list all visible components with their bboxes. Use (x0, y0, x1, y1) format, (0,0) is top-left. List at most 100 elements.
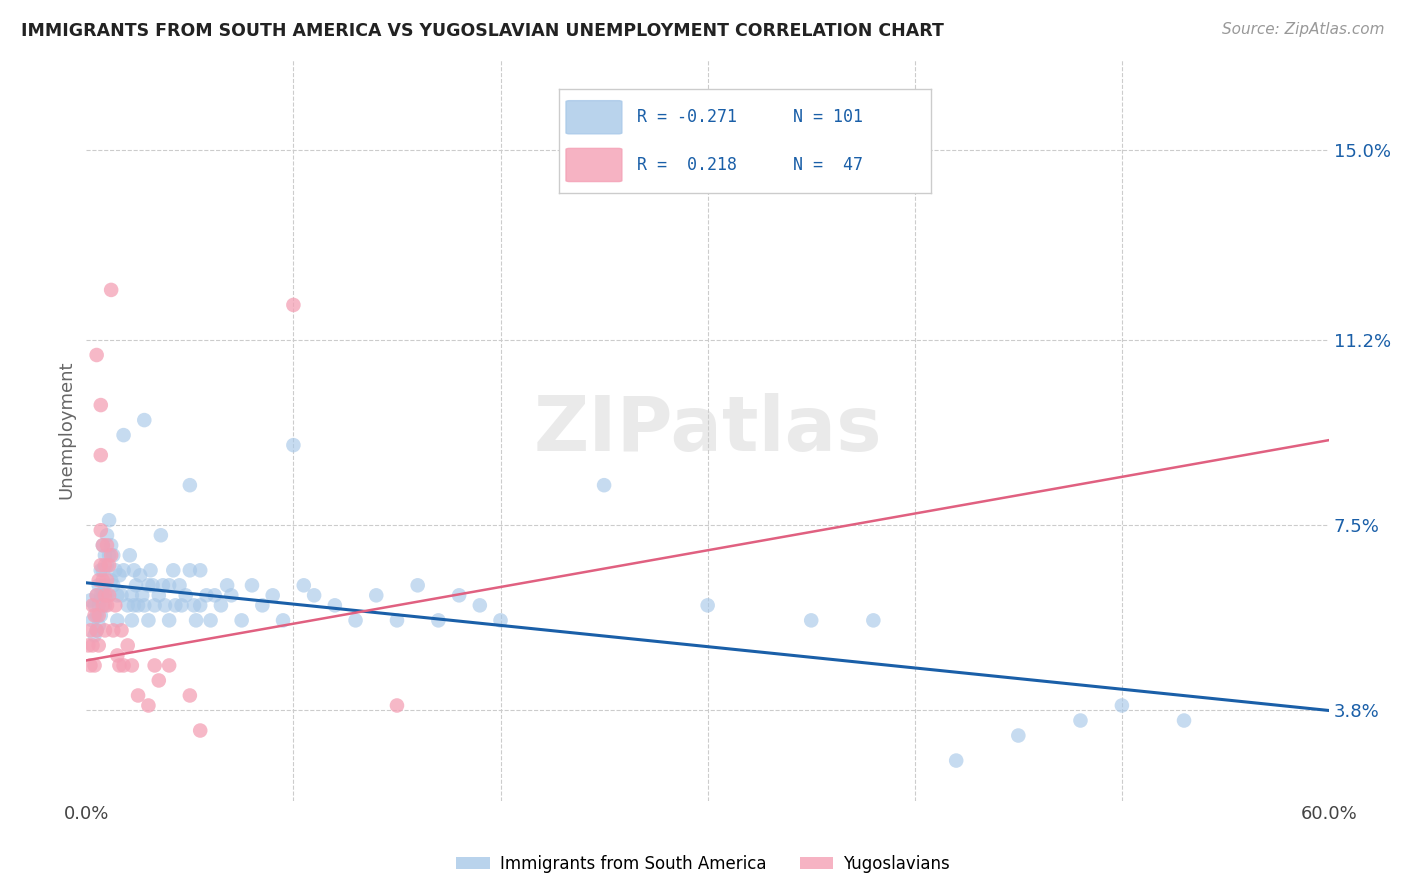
Point (252, 599, 274, 613)
Point (184, 613, 207, 627)
Point (90, 398, 112, 412)
Point (385, 698, 408, 713)
Point (169, 578, 191, 592)
Point (86, 588, 108, 602)
Point (96, 574, 118, 588)
Point (696, 599, 718, 613)
Point (127, 689, 149, 703)
Point (94, 588, 117, 602)
Text: IMMIGRANTS FROM SOUTH AMERICA VS YUGOSLAVIAN UNEMPLOYMENT CORRELATION CHART: IMMIGRANTS FROM SOUTH AMERICA VS YUGOSLA… (21, 22, 943, 40)
Point (366, 588, 388, 602)
Point (385, 613, 408, 627)
Point (91, 538, 114, 552)
Point (110, 624, 132, 638)
Point (449, 588, 471, 602)
Point (94, 549, 117, 563)
Point (94, 624, 117, 638)
Point (90, 563, 112, 577)
Point (143, 658, 166, 673)
Point (157, 613, 180, 627)
Point (283, 438, 305, 452)
Point (100, 538, 122, 552)
Point (148, 588, 170, 602)
Point (86, 624, 108, 638)
Point (90, 608, 112, 623)
Point (127, 599, 149, 613)
Point (90, 588, 112, 602)
Point (96, 588, 118, 602)
Point (179, 563, 201, 577)
Point (262, 588, 284, 602)
Point (800, 613, 823, 627)
Point (219, 588, 242, 602)
Point (94, 578, 117, 592)
Point (121, 588, 143, 602)
Point (138, 578, 160, 592)
Point (139, 563, 162, 577)
Point (108, 658, 131, 673)
Point (112, 563, 135, 577)
Point (96, 538, 118, 552)
Point (83, 658, 105, 673)
Point (200, 613, 222, 627)
Point (1111, 698, 1133, 713)
Point (96, 558, 118, 573)
Point (87, 578, 110, 592)
Point (240, 578, 263, 592)
Point (121, 658, 143, 673)
Point (271, 613, 294, 627)
Point (86, 348, 108, 362)
Y-axis label: Unemployment: Unemployment (58, 361, 75, 500)
Point (117, 639, 139, 653)
Point (83, 628, 105, 642)
Point (148, 673, 170, 688)
Point (165, 599, 187, 613)
Point (98, 513, 121, 527)
Point (90, 523, 112, 537)
Point (1173, 714, 1195, 728)
Point (945, 754, 967, 768)
Point (179, 689, 201, 703)
Point (82, 613, 104, 627)
Point (152, 578, 174, 592)
Point (87, 639, 110, 653)
Point (122, 599, 145, 613)
Point (138, 698, 160, 713)
Point (170, 599, 193, 613)
Point (103, 549, 125, 563)
Point (142, 578, 165, 592)
Point (86, 588, 108, 602)
Point (82, 639, 104, 653)
Point (79, 658, 101, 673)
Point (105, 613, 128, 627)
Text: ZIPatlas: ZIPatlas (533, 393, 882, 467)
Point (91, 599, 114, 613)
Point (1069, 714, 1091, 728)
Point (1007, 729, 1029, 743)
Legend: Immigrants from South America, Yugoslavians: Immigrants from South America, Yugoslavi… (450, 848, 956, 880)
Point (231, 613, 253, 627)
Point (91, 574, 114, 588)
Point (174, 588, 197, 602)
Point (103, 578, 125, 592)
Point (179, 478, 201, 492)
Point (183, 599, 205, 613)
Point (153, 599, 176, 613)
Point (344, 613, 367, 627)
Point (91, 588, 114, 602)
Point (82, 599, 104, 613)
Point (98, 549, 121, 563)
Point (100, 574, 122, 588)
Point (87, 618, 110, 632)
Point (94, 558, 117, 573)
Point (283, 298, 305, 312)
Point (96, 528, 118, 542)
Point (98, 558, 121, 573)
Point (83, 608, 105, 623)
Point (195, 588, 218, 602)
Point (91, 563, 114, 577)
Point (79, 593, 101, 607)
Point (112, 428, 135, 442)
Point (149, 528, 172, 542)
Point (98, 588, 121, 602)
